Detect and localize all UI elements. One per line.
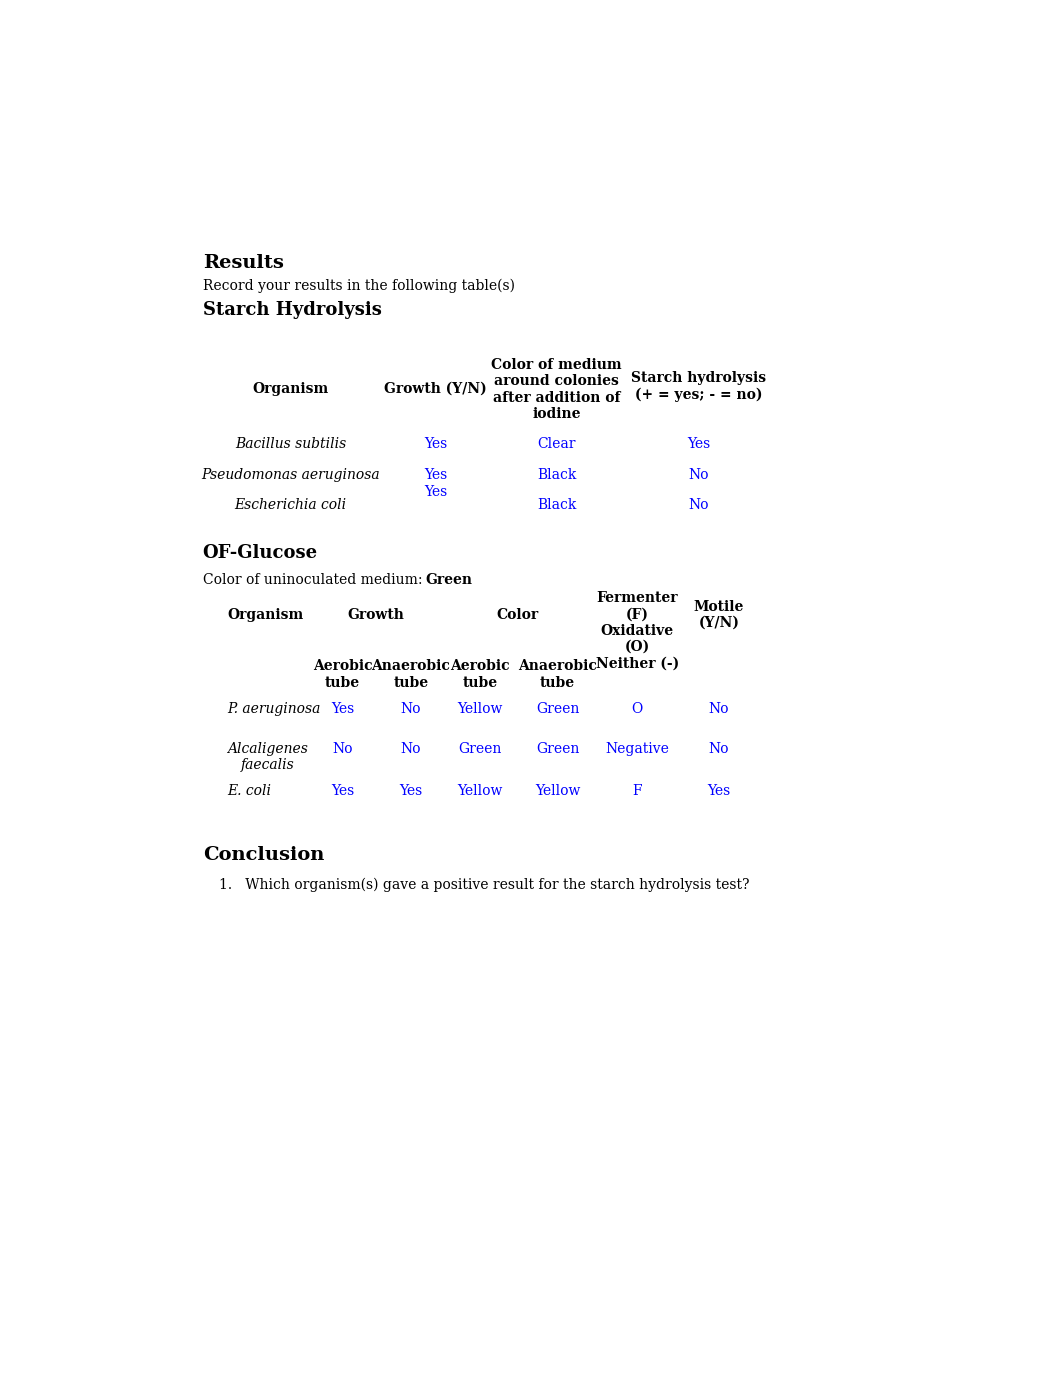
- Text: Starch hydrolysis
(+ = yes; - = no): Starch hydrolysis (+ = yes; - = no): [632, 370, 767, 402]
- Text: Yes: Yes: [331, 702, 355, 716]
- Text: Yes: Yes: [399, 785, 423, 799]
- Text: Black: Black: [537, 468, 577, 482]
- Text: Anaerobic
tube: Anaerobic tube: [518, 660, 597, 690]
- Text: Yellow: Yellow: [458, 785, 502, 799]
- Text: Results: Results: [203, 255, 284, 273]
- Text: Anaerobic
tube: Anaerobic tube: [372, 660, 450, 690]
- Text: Yes: Yes: [424, 486, 447, 500]
- Text: Bacillus subtilis: Bacillus subtilis: [235, 437, 346, 450]
- Text: Green: Green: [459, 742, 501, 756]
- Text: Aerobic
tube: Aerobic tube: [313, 660, 373, 690]
- Text: Pseudomonas aeruginosa: Pseudomonas aeruginosa: [202, 468, 380, 482]
- Text: Organism: Organism: [253, 381, 329, 395]
- Text: No: No: [332, 742, 353, 756]
- Text: Black: Black: [537, 498, 577, 512]
- Text: Escherichia coli: Escherichia coli: [235, 498, 347, 512]
- Text: P. aeruginosa: P. aeruginosa: [227, 702, 321, 716]
- Text: Color of uninoculated medium:: Color of uninoculated medium:: [203, 573, 427, 588]
- Text: Yes: Yes: [687, 437, 710, 450]
- Text: Clear: Clear: [537, 437, 576, 450]
- Text: Yellow: Yellow: [535, 785, 580, 799]
- Text: Green: Green: [535, 742, 579, 756]
- Text: No: No: [689, 468, 709, 482]
- Text: Green: Green: [425, 573, 472, 588]
- Text: E. coli: E. coli: [227, 785, 272, 799]
- Text: Fermenter
(F)
Oxidative
(O)
Neither (-): Fermenter (F) Oxidative (O) Neither (-): [596, 592, 679, 671]
- Text: Yes: Yes: [424, 468, 447, 482]
- Text: 1.   Which organism(s) gave a positive result for the starch hydrolysis test?: 1. Which organism(s) gave a positive res…: [219, 877, 750, 892]
- Text: Yes: Yes: [424, 437, 447, 450]
- Text: O: O: [632, 702, 643, 716]
- Text: No: No: [708, 702, 729, 716]
- Text: Alcaligenes
faecalis: Alcaligenes faecalis: [227, 742, 308, 772]
- Text: No: No: [400, 702, 422, 716]
- Text: No: No: [689, 498, 709, 512]
- Text: OF-Glucose: OF-Glucose: [203, 544, 318, 562]
- Text: Starch Hydrolysis: Starch Hydrolysis: [203, 302, 381, 319]
- Text: No: No: [400, 742, 422, 756]
- Text: Conclusion: Conclusion: [203, 845, 324, 863]
- Text: Negative: Negative: [605, 742, 669, 756]
- Text: Color of medium
around colonies
after addition of
iodine: Color of medium around colonies after ad…: [492, 358, 622, 421]
- Text: Motile
(Y/N): Motile (Y/N): [693, 600, 744, 631]
- Text: Growth (Y/N): Growth (Y/N): [384, 381, 487, 395]
- Text: Growth: Growth: [347, 609, 404, 622]
- Text: No: No: [708, 742, 729, 756]
- Text: Organism: Organism: [227, 609, 304, 622]
- Text: Aerobic
tube: Aerobic tube: [450, 660, 510, 690]
- Text: Yes: Yes: [331, 785, 355, 799]
- Text: Record your results in the following table(s): Record your results in the following tab…: [203, 278, 515, 293]
- Text: Green: Green: [535, 702, 579, 716]
- Text: Color: Color: [497, 609, 539, 622]
- Text: Yes: Yes: [707, 785, 731, 799]
- Text: F: F: [633, 785, 643, 799]
- Text: Yellow: Yellow: [458, 702, 502, 716]
